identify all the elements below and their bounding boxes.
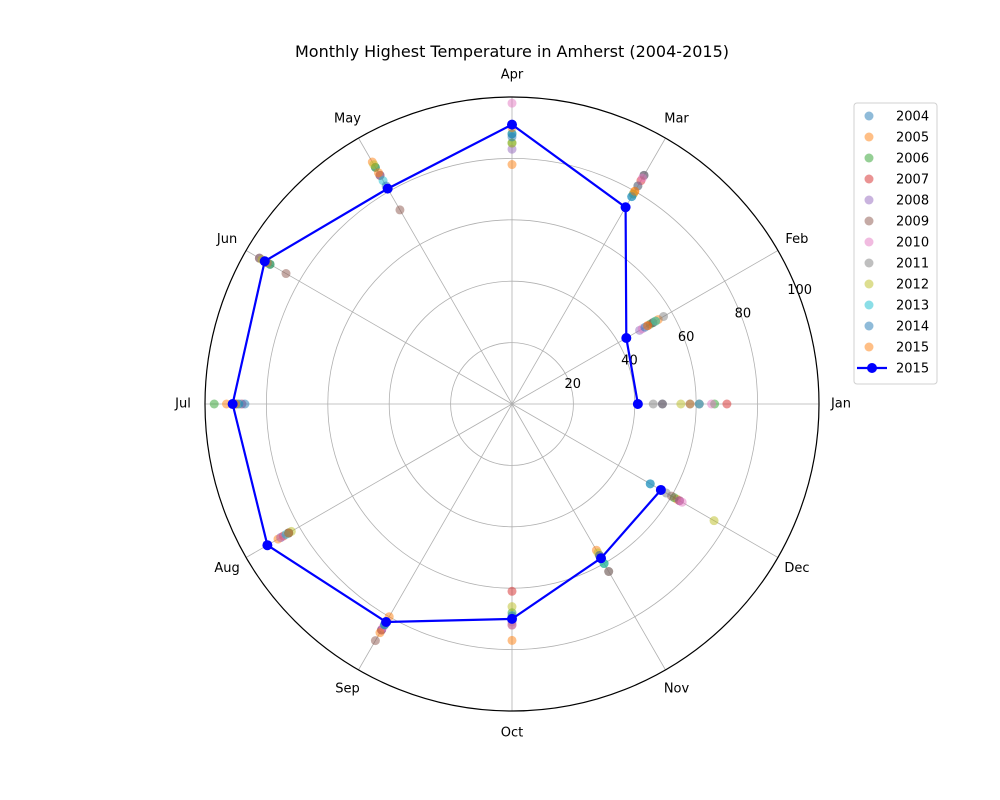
point-2015-may — [373, 168, 383, 178]
legend-marker-2013 — [864, 300, 874, 310]
legend-label-2014: 2014 — [896, 320, 929, 335]
highlight-point-jan — [632, 399, 643, 409]
legend-marker-2011 — [864, 258, 874, 268]
point-2007-oct — [507, 586, 517, 596]
theta-label-may: May — [334, 112, 361, 127]
highlight-point-dec — [655, 484, 666, 495]
legend: 2004 2005 2006 2007 2008 2009 2010 2011 2012 2013… — [853, 102, 938, 385]
point-2012-dec — [709, 516, 719, 526]
theta-label-mar: Mar — [664, 112, 689, 127]
point-2015-mar — [630, 186, 640, 196]
legend-label-2015: 2015 — [896, 341, 929, 356]
legend-marker-2012 — [864, 279, 874, 289]
theta-label-jan: Jan — [830, 397, 851, 412]
point-2014-jul — [240, 399, 250, 409]
point-2013-feb — [651, 316, 661, 326]
point-2009-sep — [370, 636, 380, 646]
r-tick-100: 100 — [787, 283, 812, 298]
legend-label-2007: 2007 — [896, 173, 929, 188]
highlight-point-mar — [620, 202, 631, 213]
highlight-point-aug — [262, 540, 273, 551]
point-2013-jan — [694, 399, 704, 409]
point-2012-may — [369, 160, 379, 170]
legend-marker-2004 — [864, 111, 874, 121]
grid-spoke-dec — [511, 403, 779, 558]
legend-marker-2015 — [864, 342, 874, 352]
point-2015-aug — [284, 528, 294, 538]
point-2015-sep — [375, 628, 385, 638]
theta-label-apr: Apr — [501, 68, 524, 83]
point-2011-nov — [604, 566, 614, 576]
theta-label-nov: Nov — [664, 681, 690, 696]
r-tick-60: 60 — [678, 330, 695, 345]
point-2009-jun — [281, 269, 291, 279]
point-2007-jan — [722, 399, 732, 409]
legend-box — [853, 102, 938, 385]
theta-label-jul: Jul — [174, 397, 191, 412]
legend-label-2004: 2004 — [896, 110, 929, 125]
legend-marker-2006 — [864, 153, 874, 163]
polar-frame — [204, 96, 820, 712]
highlight-point-sep — [381, 617, 392, 628]
point-2005-oct — [507, 635, 517, 645]
highlight-line-path — [231, 123, 662, 624]
legend-label-2009: 2009 — [896, 215, 929, 230]
legend-label-2011: 2011 — [896, 257, 929, 272]
point-2014-dec — [645, 479, 655, 489]
legend-marker-2007 — [864, 174, 874, 184]
legend-marker-2014 — [864, 321, 874, 331]
point-2012-oct — [507, 602, 517, 612]
grid-spoke-nov — [511, 403, 666, 671]
point-2015-feb — [643, 321, 653, 331]
point-2014-apr — [507, 132, 517, 142]
theta-axis-labels: Jan Feb Mar Apr May Jun Jul Aug Sep Oct Nov Dec — [174, 68, 851, 741]
legend-line-label-2015: 2015 — [896, 362, 929, 377]
highlight-point-jul — [227, 399, 238, 409]
point-2010-jan — [707, 399, 717, 409]
legend-label-2012: 2012 — [896, 278, 929, 293]
point-2009-jan — [657, 399, 667, 409]
r-tick-80: 80 — [735, 307, 752, 322]
legend-label-2010: 2010 — [896, 236, 929, 251]
highlight-point-feb — [621, 332, 632, 343]
point-2011-jan — [648, 399, 658, 409]
highlight-point-apr — [507, 119, 517, 130]
theta-label-sep: Sep — [335, 681, 360, 696]
point-2012-jan — [676, 399, 686, 409]
point-2011-feb — [659, 312, 669, 322]
legend-label-2006: 2006 — [896, 152, 929, 167]
highlight-point-may — [382, 183, 393, 194]
theta-label-feb: Feb — [785, 232, 808, 247]
legend-line-marker-2015 — [867, 363, 877, 373]
point-2005-apr — [507, 160, 517, 170]
chart-title: Monthly Highest Temperature in Amherst (… — [295, 42, 729, 61]
highlight-point-oct — [507, 613, 517, 624]
grid-spoke-jun — [245, 250, 513, 405]
legend-marker-2010 — [864, 237, 874, 247]
legend-marker-2009 — [864, 216, 874, 226]
point-2010-dec — [677, 497, 687, 507]
legend-label-2005: 2005 — [896, 131, 929, 146]
data-points — [209, 98, 732, 646]
r-tick-20: 20 — [564, 377, 581, 392]
point-2006-jul — [209, 399, 219, 409]
point-2015-jan — [685, 399, 695, 409]
point-2010-apr — [507, 98, 517, 108]
highlight-point-nov — [596, 553, 607, 564]
highlight-point-jun — [259, 256, 270, 267]
highlight-line — [227, 119, 666, 628]
theta-label-aug: Aug — [214, 561, 239, 576]
theta-label-dec: Dec — [784, 561, 809, 576]
legend-label-2008: 2008 — [896, 194, 929, 209]
legend-marker-2005 — [864, 132, 874, 142]
point-2010-mar — [637, 173, 647, 183]
legend-marker-2008 — [864, 195, 874, 205]
theta-label-oct: Oct — [501, 726, 523, 741]
point-2009-may — [395, 205, 405, 215]
theta-label-jun: Jun — [216, 232, 237, 247]
legend-label-2013: 2013 — [896, 299, 929, 314]
